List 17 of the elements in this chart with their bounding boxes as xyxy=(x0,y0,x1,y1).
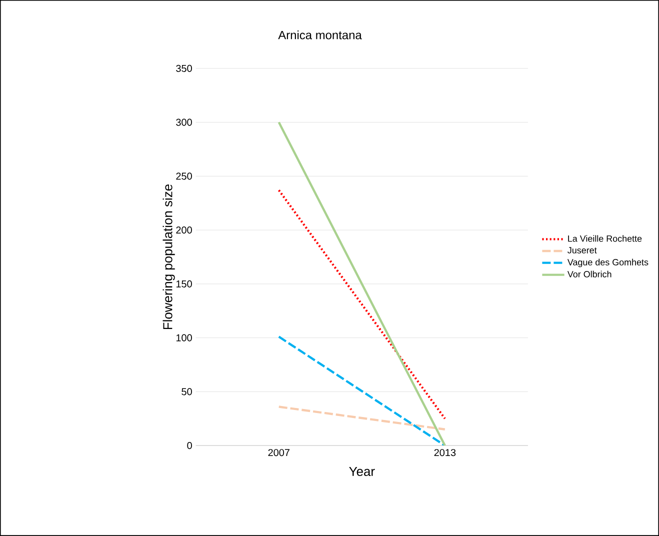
x-tick-label: 2013 xyxy=(434,449,456,456)
legend-label: Juseret xyxy=(568,247,597,254)
x-axis-title: Year xyxy=(349,466,375,476)
chart-title: Arnica montana xyxy=(278,30,362,40)
legend-label: Vor Olbrich xyxy=(567,270,612,278)
y-axis-title: Flowering population size xyxy=(162,184,175,330)
x-tick-label: 2007 xyxy=(268,449,290,456)
legend-label: La Vieille Rochette xyxy=(568,235,642,242)
y-tick-label: 0 xyxy=(187,442,192,450)
y-tick-label: 250 xyxy=(176,172,192,180)
y-tick-label: 150 xyxy=(176,280,192,288)
y-tick-label: 50 xyxy=(182,388,192,396)
legend-label: Vague des Gomhets xyxy=(567,258,648,268)
y-tick-label: 350 xyxy=(176,64,192,72)
y-tick-label: 100 xyxy=(176,334,192,342)
y-tick-label: 200 xyxy=(176,226,192,234)
y-tick-label: 300 xyxy=(176,118,192,126)
